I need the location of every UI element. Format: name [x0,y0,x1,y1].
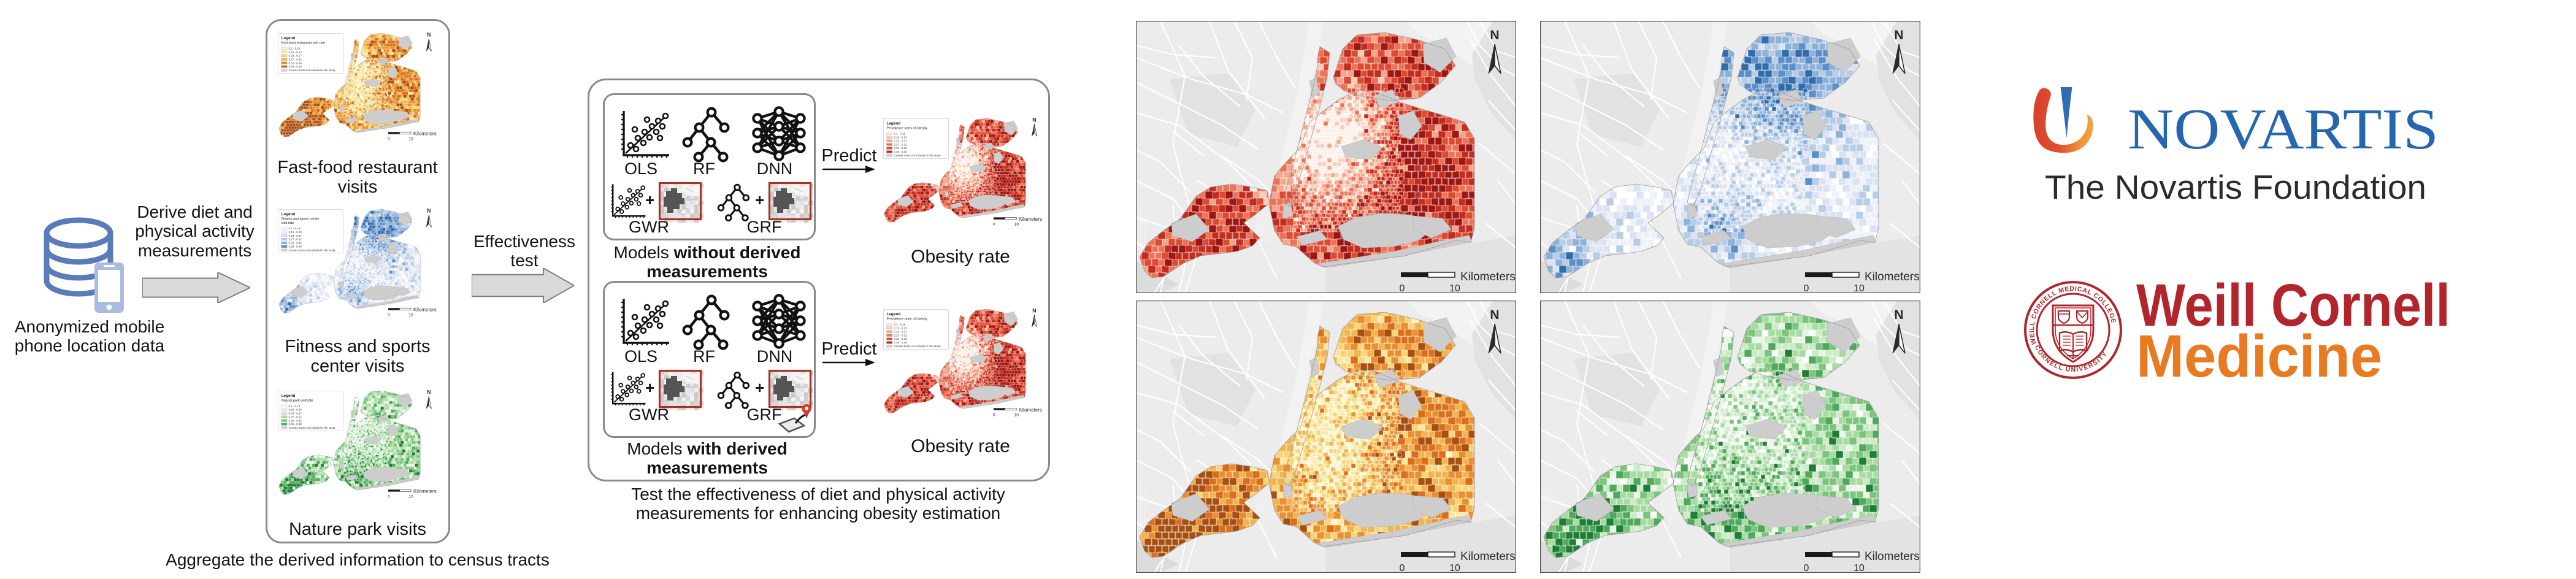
svg-text:+: + [645,378,654,397]
svg-text:+: + [755,378,764,397]
svg-text:+: + [755,191,764,209]
svg-text:+: + [645,191,654,209]
svg-text:Medicine: Medicine [2136,323,2382,389]
svg-text:NOVARTIS: NOVARTIS [2128,98,2439,161]
svg-text:Weill Cornell: Weill Cornell [2136,274,2450,339]
svg-text:The Novartis Foundation: The Novartis Foundation [2045,168,2426,206]
